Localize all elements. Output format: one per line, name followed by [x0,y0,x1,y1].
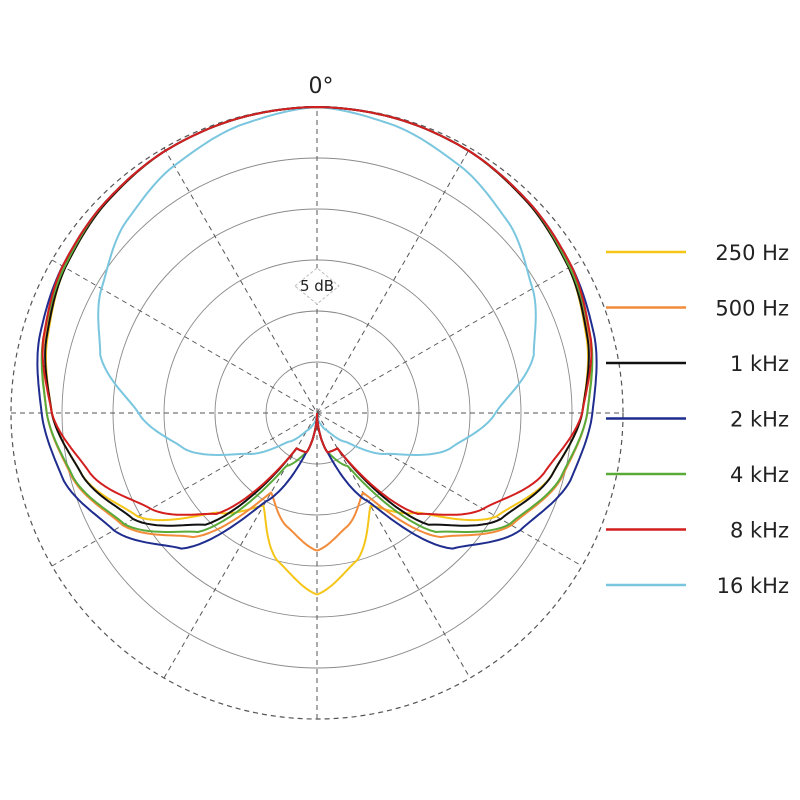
legend-label-500-hz: 500 Hz [715,297,789,321]
legend-item-4-khz: 4 kHz [606,463,789,487]
legend-label-1-khz: 1 kHz [730,352,789,376]
legend-label-8-khz: 8 kHz [730,519,789,543]
polar-series [36,106,598,596]
legend: 250 Hz 500 Hz 1 kHz 2 kHz 4 kHz 8 kHz 16 kHz [606,241,789,598]
legend-label-250-hz: 250 Hz [715,241,789,265]
legend-label-4-khz: 4 kHz [730,463,789,487]
scale-label-group: 5 dB [294,267,340,305]
scale-label-box [294,267,340,305]
legend-label-16-khz: 16 kHz [717,574,789,598]
series-line-8-khz [41,106,593,516]
scale-label: 5 dB [300,277,334,295]
angle-label-0: 0° [309,74,334,99]
legend-item-16-khz: 16 kHz [606,574,789,598]
legend-label-2-khz: 2 kHz [730,408,789,432]
legend-item-250-hz: 250 Hz [606,241,789,265]
legend-item-1-khz: 1 kHz [606,352,789,376]
legend-item-500-hz: 500 Hz [606,297,789,321]
legend-item-8-khz: 8 kHz [606,519,789,543]
legend-item-2-khz: 2 kHz [606,408,789,432]
